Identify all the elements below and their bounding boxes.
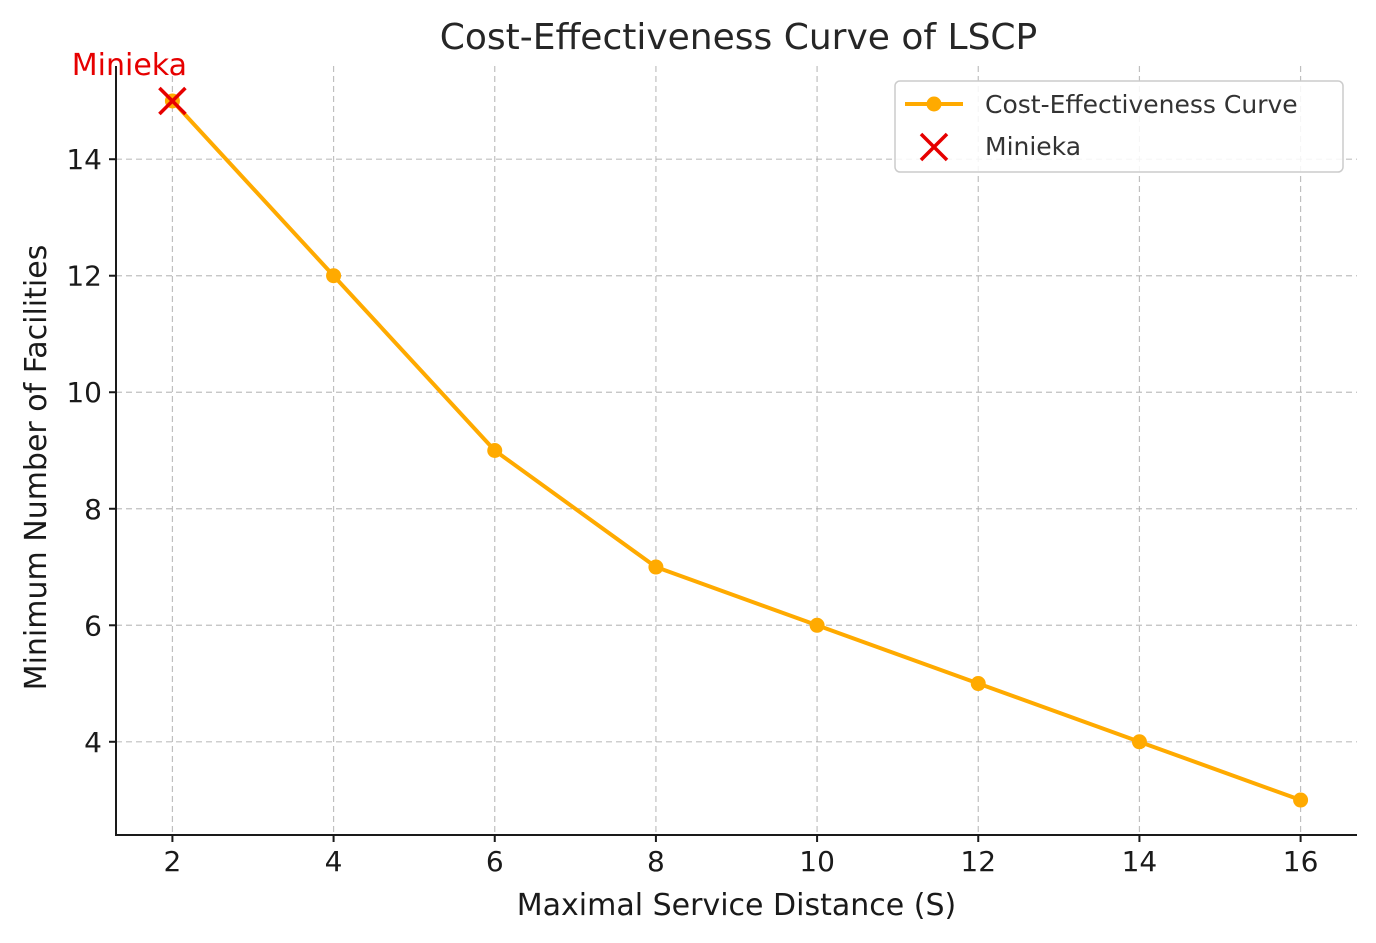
y-tick-label: 10 <box>66 376 102 409</box>
y-tick-label: 8 <box>84 493 102 526</box>
x-tick-label: 4 <box>325 845 343 878</box>
axes-spines <box>115 66 1357 836</box>
y-tick-label: 14 <box>66 143 102 176</box>
data-point <box>487 443 503 458</box>
data-point <box>648 559 664 575</box>
x-tick-label: 6 <box>486 845 504 878</box>
x-tick-label: 2 <box>163 845 181 878</box>
data-point <box>1131 734 1147 750</box>
data-point <box>1293 792 1309 808</box>
legend-marker-x <box>919 132 949 162</box>
data-point <box>970 676 986 692</box>
legend-marker-circle <box>926 96 942 112</box>
x-axis-label: Maximal Service Distance (S) <box>517 888 956 923</box>
x-tick-label: 10 <box>799 845 835 878</box>
y-tick-label: 4 <box>84 726 102 759</box>
y-tick-label: 6 <box>84 609 102 642</box>
x-stroke <box>158 86 187 116</box>
tick-labels: 2 4 6 8 10 12 14 16 4 6 8 10 12 14 <box>66 143 1318 878</box>
x-tick-label: 12 <box>960 845 996 878</box>
grid <box>116 66 1357 835</box>
y-tick-label: 12 <box>66 260 102 293</box>
annotation-minieka: Minieka <box>72 48 187 83</box>
x-tick-label: 8 <box>647 845 665 878</box>
series-line-curve <box>170 98 1303 803</box>
axis-spine <box>115 66 1357 836</box>
data-point <box>326 268 342 284</box>
legend-box <box>894 80 1344 173</box>
x-tick-label: 14 <box>1122 845 1158 878</box>
legend-entry-minieka: Minieka <box>985 132 1081 161</box>
x-tick-label: 16 <box>1283 845 1319 878</box>
legend-entry-curve: Cost-Effectiveness Curve <box>985 90 1298 119</box>
plot-area <box>158 86 1309 808</box>
x-stroke <box>919 132 949 162</box>
legend: Cost-Effectiveness Curve Minieka <box>894 80 1344 173</box>
y-axis-label: Minimum Number of Facilities <box>19 245 54 691</box>
minieka-x-marker <box>158 86 187 116</box>
annotations: Minieka <box>72 48 187 83</box>
chart-title: Cost-Effectiveness Curve of LSCP <box>440 17 1038 58</box>
data-point <box>809 617 825 633</box>
